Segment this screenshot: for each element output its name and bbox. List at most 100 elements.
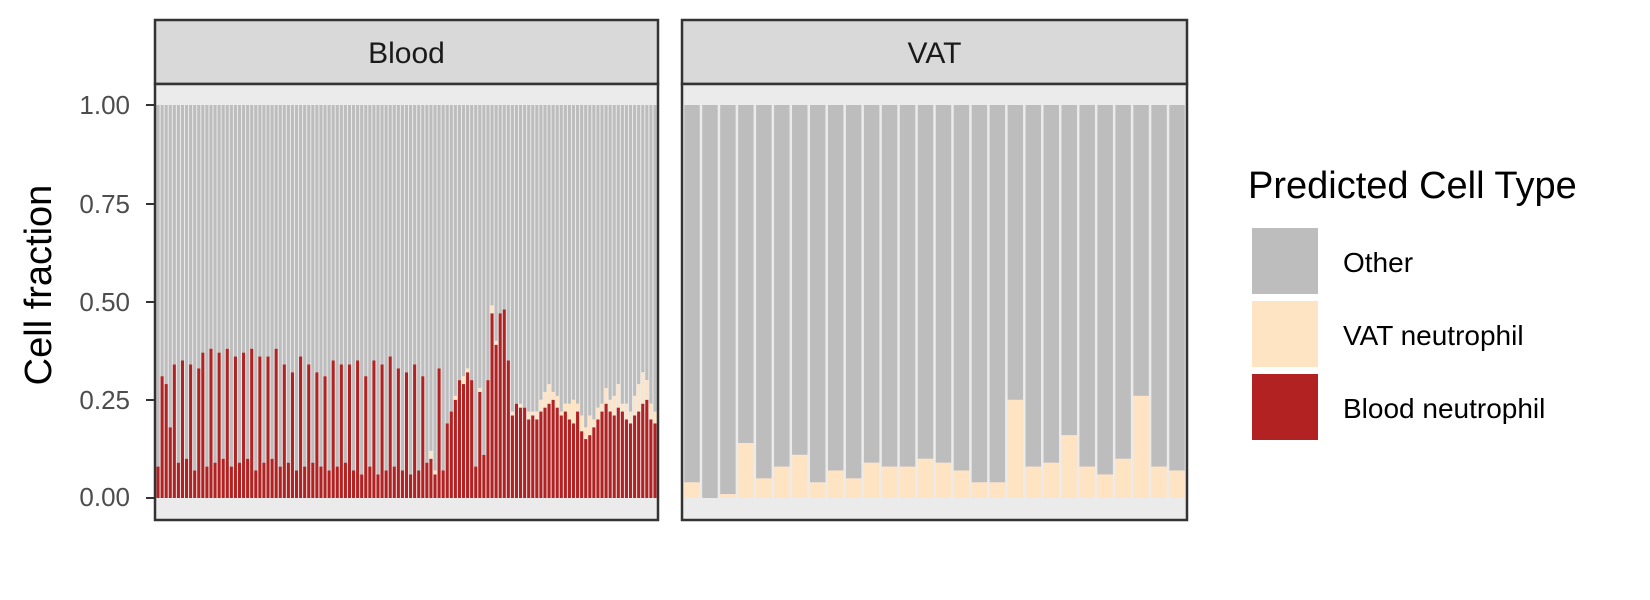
bar-blood-neutrophil xyxy=(576,411,580,498)
bar-vat-neutrophil xyxy=(519,403,523,408)
panel-blood: Blood xyxy=(153,18,660,522)
bar-other xyxy=(592,105,596,420)
bar-vat-neutrophil xyxy=(845,478,862,498)
bar-blood-neutrophil xyxy=(396,368,400,498)
bar-other xyxy=(172,105,176,365)
bar-other xyxy=(311,105,315,463)
bar-blood-neutrophil xyxy=(584,439,588,498)
bar-vat-neutrophil xyxy=(827,470,844,498)
legend-label-other: Other xyxy=(1343,247,1413,278)
bar-blood-neutrophil xyxy=(164,384,168,498)
bar-other xyxy=(246,105,250,459)
panel-vat: VAT xyxy=(680,18,1189,522)
bar-blood-neutrophil xyxy=(539,411,543,498)
bar-blood-neutrophil xyxy=(217,352,221,498)
bar-other xyxy=(266,105,270,357)
bar-blood-neutrophil xyxy=(168,427,172,498)
bar-other xyxy=(596,105,600,408)
bar-blood-neutrophil xyxy=(209,348,213,498)
bar-blood-neutrophil xyxy=(221,458,225,498)
bar-other xyxy=(474,105,478,467)
bar-other xyxy=(180,105,185,361)
bar-other xyxy=(372,105,376,361)
bar-blood-neutrophil xyxy=(535,419,539,498)
bar-other xyxy=(531,105,535,412)
bar-vat-neutrophil xyxy=(1169,470,1185,498)
bar-vat-neutrophil xyxy=(453,395,457,400)
bar-other xyxy=(845,105,862,479)
bar-other xyxy=(649,105,653,404)
bar-other xyxy=(417,105,421,471)
y-tick-label: 1.00 xyxy=(79,90,130,120)
bar-other xyxy=(217,105,221,353)
bar-other xyxy=(551,105,555,392)
bar-other xyxy=(197,105,201,369)
bar-other xyxy=(164,105,168,385)
y-tick-label: 0.00 xyxy=(79,482,130,512)
bar-blood-neutrophil xyxy=(604,403,608,498)
bar-other xyxy=(237,105,242,463)
bar-other xyxy=(510,105,514,412)
bar-other xyxy=(1133,105,1149,396)
bar-blood-neutrophil xyxy=(624,419,628,498)
bar-vat-neutrophil xyxy=(616,384,620,408)
bar-other xyxy=(421,105,425,377)
bar-other xyxy=(498,105,502,314)
bar-vat-neutrophil xyxy=(633,395,637,416)
bar-blood-neutrophil xyxy=(380,364,384,498)
bar-blood-neutrophil xyxy=(388,356,392,498)
bar-blood-neutrophil xyxy=(519,407,523,498)
bar-vat-neutrophil xyxy=(478,387,482,392)
bar-blood-neutrophil xyxy=(372,360,376,498)
bar-other xyxy=(205,105,209,467)
bar-other xyxy=(519,105,523,404)
bar-other xyxy=(425,105,429,463)
bar-blood-neutrophil xyxy=(225,348,229,498)
bar-vat-neutrophil xyxy=(1043,462,1059,498)
bar-blood-neutrophil xyxy=(482,454,486,498)
bar-other xyxy=(250,105,254,349)
bar-other xyxy=(620,105,624,404)
bar-other xyxy=(396,105,400,369)
bar-blood-neutrophil xyxy=(303,466,307,498)
legend: Predicted Cell Type Other VAT neutrophil… xyxy=(1248,165,1577,440)
bar-other xyxy=(384,105,388,471)
bar-blood-neutrophil xyxy=(478,391,482,498)
bar-other xyxy=(299,105,303,357)
bar-other xyxy=(441,105,445,471)
bar-other xyxy=(827,105,844,471)
bar-blood-neutrophil xyxy=(437,368,441,498)
bar-vat-neutrophil xyxy=(653,411,657,424)
bar-blood-neutrophil xyxy=(237,462,242,498)
bar-other xyxy=(209,105,213,349)
bar-vat-neutrophil xyxy=(720,494,736,498)
bar-other xyxy=(368,105,372,467)
bar-other xyxy=(319,105,323,467)
bar-blood-neutrophil xyxy=(368,466,372,498)
bar-vat-neutrophil xyxy=(645,380,649,400)
bar-blood-neutrophil xyxy=(213,462,217,498)
bar-blood-neutrophil xyxy=(600,411,604,498)
bar-vat-neutrophil xyxy=(543,391,547,408)
bar-vat-neutrophil xyxy=(637,384,641,412)
bar-blood-neutrophil xyxy=(274,348,278,498)
bar-other xyxy=(343,105,347,463)
bar-other xyxy=(380,105,384,365)
bar-other xyxy=(307,105,311,365)
bar-vat-neutrophil xyxy=(738,442,754,498)
bar-other xyxy=(720,105,736,495)
bar-blood-neutrophil xyxy=(417,470,421,498)
bar-blood-neutrophil xyxy=(457,380,461,498)
bar-blood-neutrophil xyxy=(180,360,185,498)
bar-vat-neutrophil xyxy=(624,403,628,420)
strip-label: Blood xyxy=(368,37,445,70)
bar-blood-neutrophil xyxy=(352,470,356,498)
bar-vat-neutrophil xyxy=(555,395,559,408)
bar-other xyxy=(453,105,457,396)
bar-blood-neutrophil xyxy=(592,427,596,498)
bar-vat-neutrophil xyxy=(584,427,588,440)
bar-other xyxy=(347,105,352,365)
legend-label-blood-neutrophil: Blood neutrophil xyxy=(1343,393,1545,424)
bar-other xyxy=(404,105,409,373)
